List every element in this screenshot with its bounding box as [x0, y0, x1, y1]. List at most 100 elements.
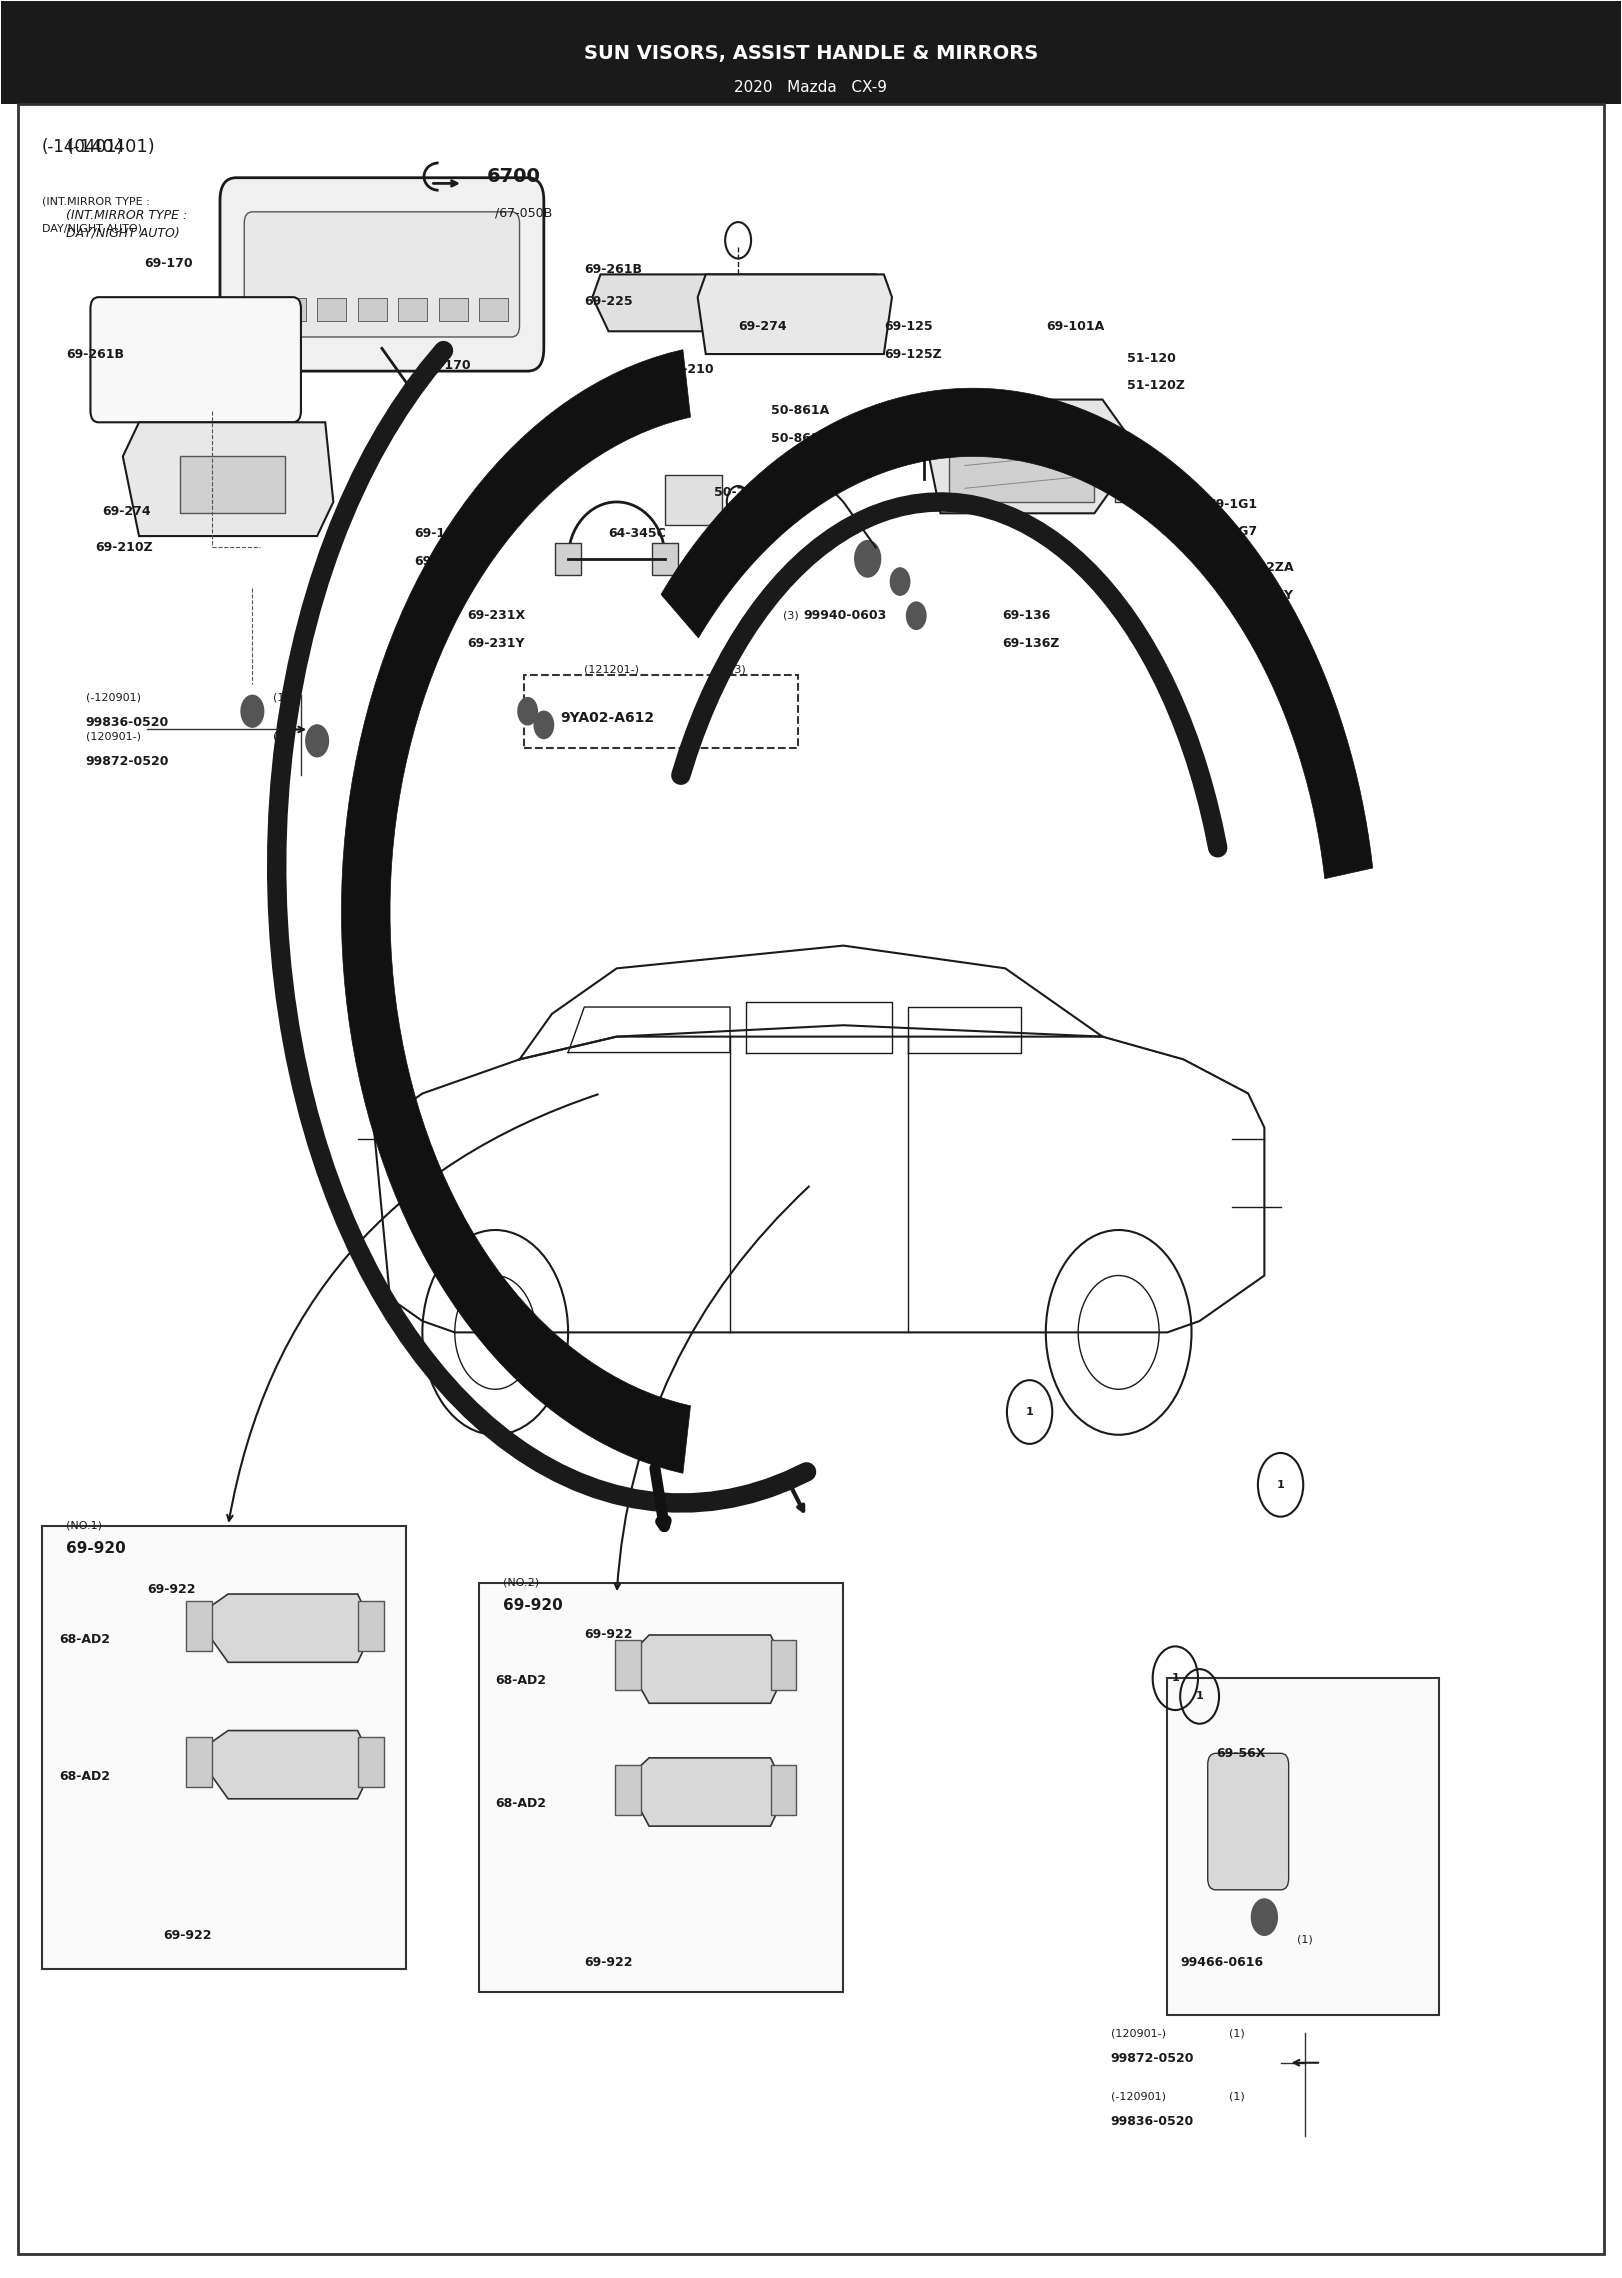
Text: 99872-0520: 99872-0520 [1111, 2052, 1194, 2064]
Text: 69-111Y: 69-111Y [414, 554, 472, 567]
Text: 69-261B: 69-261B [584, 264, 642, 276]
Text: 69-274: 69-274 [738, 321, 787, 333]
Text: 69-210Z: 69-210Z [96, 540, 152, 554]
Text: (NO.1): (NO.1) [67, 1522, 102, 1531]
FancyBboxPatch shape [245, 212, 519, 337]
Text: 69-1G1: 69-1G1 [1208, 497, 1257, 510]
Text: 69-170: 69-170 [144, 257, 193, 269]
Text: (-140401): (-140401) [67, 139, 156, 155]
FancyBboxPatch shape [91, 296, 302, 421]
Polygon shape [196, 1731, 373, 1800]
Text: 69-231Y: 69-231Y [467, 636, 526, 649]
Text: 69-136Z: 69-136Z [1002, 636, 1059, 649]
Bar [180, 456, 285, 513]
Text: 50-861A: 50-861A [770, 405, 829, 417]
Text: 69-101A: 69-101A [1046, 321, 1105, 333]
Text: (3): (3) [730, 665, 746, 674]
Polygon shape [624, 1636, 787, 1704]
Text: 6700: 6700 [487, 166, 542, 187]
FancyBboxPatch shape [1168, 1679, 1439, 2016]
Text: 99836-0520: 99836-0520 [1111, 2116, 1194, 2128]
Bar [357, 1738, 383, 1788]
Text: 69-225: 69-225 [584, 296, 633, 308]
Text: DAY/NIGHT AUTO): DAY/NIGHT AUTO) [42, 223, 141, 235]
Text: 69-210: 69-210 [665, 364, 714, 376]
Text: 50-715C: 50-715C [714, 485, 772, 499]
Text: 68-AD2: 68-AD2 [60, 1770, 110, 1784]
Polygon shape [342, 351, 691, 1474]
FancyBboxPatch shape [1208, 1754, 1288, 1891]
Text: 1: 1 [1171, 1674, 1179, 1683]
Text: 69-274: 69-274 [102, 503, 151, 517]
Text: /67-050B: /67-050B [495, 207, 553, 219]
Bar [397, 298, 427, 321]
Text: 69-920: 69-920 [67, 1540, 127, 1556]
Text: 69-111A: 69-111A [414, 526, 472, 540]
Polygon shape [925, 399, 1127, 513]
Text: 99940-0603: 99940-0603 [803, 608, 886, 622]
Text: (INT.MIRROR TYPE :: (INT.MIRROR TYPE : [42, 196, 149, 207]
Bar [357, 298, 386, 321]
Polygon shape [949, 415, 1095, 501]
Bar [438, 298, 467, 321]
Text: 2020   Mazda   CX-9: 2020 Mazda CX-9 [735, 80, 887, 96]
Polygon shape [592, 273, 884, 330]
Text: (3): (3) [783, 611, 800, 620]
Text: 69-170: 69-170 [422, 360, 470, 371]
Text: 69-922: 69-922 [148, 1583, 196, 1597]
Bar [187, 1601, 212, 1652]
Text: 68-AD2: 68-AD2 [495, 1674, 547, 1688]
Text: 69-922: 69-922 [164, 1929, 212, 1941]
Text: 99466-0616: 99466-0616 [1181, 1957, 1264, 1968]
Polygon shape [196, 1595, 373, 1663]
Bar [652, 542, 678, 574]
Text: 69-261B: 69-261B [67, 349, 125, 360]
Text: 69-12ZY: 69-12ZY [1236, 588, 1293, 601]
Text: 64-345C: 64-345C [608, 526, 667, 540]
Bar [615, 1765, 641, 1816]
Text: 1: 1 [1025, 1408, 1033, 1417]
Bar [478, 298, 508, 321]
Polygon shape [697, 273, 892, 353]
Text: 51-120Z: 51-120Z [1127, 380, 1184, 392]
Text: 9YA02-A612: 9YA02-A612 [560, 711, 654, 724]
Circle shape [1252, 1900, 1278, 1936]
Text: (1): (1) [1229, 2027, 1244, 2039]
Text: 1: 1 [1195, 1693, 1204, 1702]
Text: 50-861Y: 50-861Y [770, 433, 829, 444]
Bar [277, 298, 307, 321]
Polygon shape [123, 421, 334, 535]
Text: 69-1G7: 69-1G7 [1208, 524, 1257, 538]
Text: 69-920: 69-920 [503, 1597, 563, 1613]
FancyBboxPatch shape [221, 178, 543, 371]
Text: (1): (1) [274, 731, 289, 740]
FancyBboxPatch shape [2, 2, 1620, 105]
Text: (120901-): (120901-) [86, 731, 141, 740]
Text: 69-56X: 69-56X [1216, 1747, 1265, 1761]
Bar [770, 1640, 796, 1690]
Text: 1: 1 [1277, 1481, 1285, 1490]
Bar [357, 1601, 383, 1652]
Bar [318, 298, 345, 321]
Bar [1116, 460, 1156, 501]
FancyBboxPatch shape [478, 1583, 843, 1993]
Polygon shape [662, 387, 1372, 879]
Bar [665, 474, 722, 524]
Text: 69-125Z: 69-125Z [884, 349, 942, 360]
Text: (1): (1) [1296, 1934, 1312, 1945]
Text: (1): (1) [1229, 2091, 1244, 2103]
Text: (121201-): (121201-) [584, 665, 639, 674]
Text: 69-125: 69-125 [884, 321, 933, 333]
Bar [555, 542, 581, 574]
Text: 99872-0520: 99872-0520 [86, 754, 169, 768]
Text: 68-AD2: 68-AD2 [495, 1797, 547, 1809]
Circle shape [890, 567, 910, 595]
Polygon shape [624, 1759, 787, 1827]
Text: 99836-0520: 99836-0520 [86, 715, 169, 729]
Circle shape [855, 540, 881, 576]
Text: (-120901): (-120901) [86, 693, 141, 702]
Text: (-120901): (-120901) [1111, 2091, 1166, 2103]
Text: (-140401): (-140401) [42, 139, 123, 155]
Text: (1): (1) [274, 693, 289, 702]
Text: (NO.2): (NO.2) [503, 1579, 540, 1588]
